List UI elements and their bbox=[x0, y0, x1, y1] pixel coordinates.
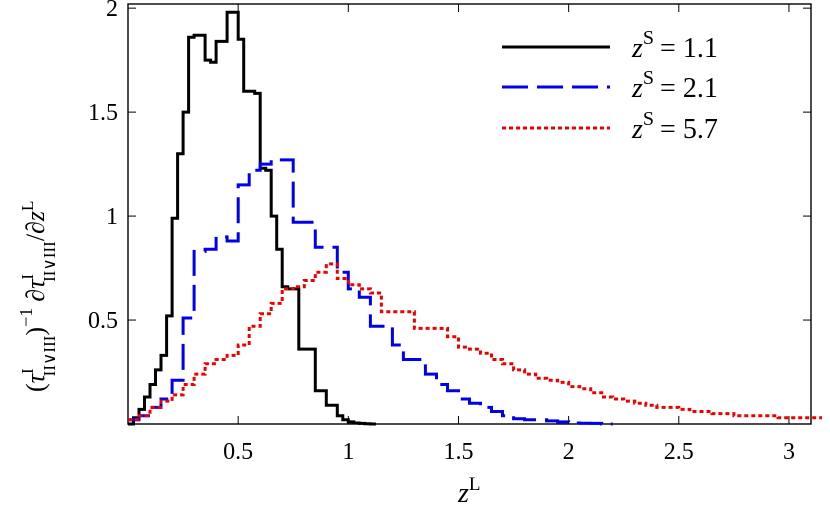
legend: zS = 1.1 zS = 2.1 zS = 5.7 bbox=[502, 27, 718, 145]
series-group bbox=[128, 10, 822, 426]
legend-label-2: zS = 2.1 bbox=[631, 67, 718, 104]
y-tick-label: 0.5 bbox=[88, 308, 118, 334]
series-line-3 bbox=[128, 262, 822, 422]
x-tick-label: 1.5 bbox=[443, 439, 473, 465]
y-axis-label: (τI II∨III)−1∂τI II∨III/∂zL bbox=[16, 201, 59, 392]
plot-frame bbox=[127, 3, 812, 425]
axis-tick-labels: 0.5 1 1.5 2 2.5 3 0.5 1 1.5 2 bbox=[88, 0, 795, 465]
series-line-1 bbox=[128, 10, 376, 426]
x-tick-label: 2 bbox=[563, 439, 575, 465]
series-line-2 bbox=[128, 158, 613, 426]
x-tick-label: 3 bbox=[783, 439, 795, 465]
legend-label-3: zS = 5.7 bbox=[631, 108, 718, 145]
y-tick-label: 2 bbox=[106, 0, 118, 22]
x-tick-label: 0.5 bbox=[223, 439, 253, 465]
y-tick-label: 1 bbox=[106, 204, 118, 230]
x-tick-label: 2.5 bbox=[664, 439, 694, 465]
legend-label-1: zS = 1.1 bbox=[631, 27, 718, 64]
y-tick-label: 1.5 bbox=[88, 100, 118, 126]
x-axis-label: zL bbox=[457, 474, 481, 509]
axis-ticks bbox=[128, 4, 811, 424]
x-tick-label: 1 bbox=[342, 439, 354, 465]
